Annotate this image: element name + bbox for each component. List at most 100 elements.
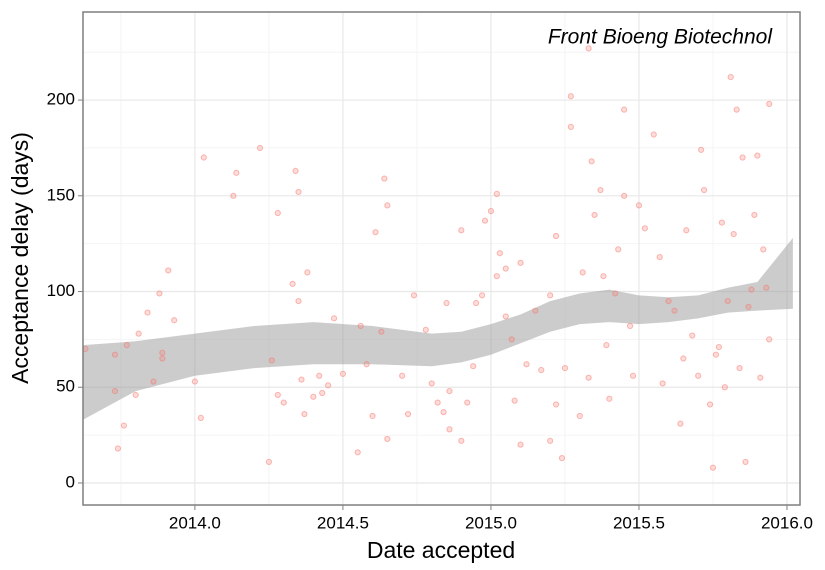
points-layer (82, 45, 773, 471)
point (748, 286, 755, 293)
point (700, 186, 708, 194)
x-axis-title: Date accepted (367, 537, 515, 563)
point (330, 315, 338, 322)
point (301, 410, 308, 418)
point (404, 410, 412, 418)
point (295, 188, 302, 196)
y-tick-label: 50 (56, 377, 75, 396)
point (150, 378, 157, 385)
point (165, 267, 172, 274)
point (547, 437, 554, 444)
point (641, 225, 648, 232)
x-tick-label: 2015.5 (613, 513, 665, 532)
point (265, 458, 273, 466)
point (742, 458, 749, 466)
point (763, 284, 770, 291)
x-tick-label: 2016.0 (761, 513, 813, 532)
point (621, 192, 628, 199)
point (191, 378, 199, 385)
point (695, 372, 702, 379)
point (274, 209, 281, 217)
point (363, 361, 370, 368)
point (656, 253, 663, 261)
annotation: Front Bioeng Biotechnol (548, 26, 773, 49)
point (585, 374, 592, 381)
point (481, 217, 489, 224)
point (369, 412, 376, 420)
point (280, 399, 287, 406)
point (733, 106, 740, 113)
plot-background (83, 12, 800, 505)
point (751, 211, 758, 219)
point (478, 292, 486, 299)
point (428, 380, 435, 387)
point (600, 273, 607, 280)
point (621, 106, 628, 113)
point (739, 154, 746, 161)
point (399, 372, 406, 379)
point (295, 297, 302, 305)
axes: 2014.0 2014.5 2015.0 2015.5 2016.0 0 50 100 150 2… (47, 90, 813, 533)
point (458, 437, 465, 444)
point (517, 441, 524, 448)
point (671, 307, 678, 314)
point (523, 361, 530, 368)
point (372, 229, 379, 236)
point (709, 464, 717, 471)
point (558, 454, 566, 462)
point (629, 372, 637, 379)
point (712, 351, 720, 358)
point (588, 158, 595, 165)
point (384, 202, 391, 209)
point (579, 269, 586, 276)
point (736, 365, 743, 372)
point (120, 422, 127, 429)
point (473, 299, 480, 307)
point (298, 376, 305, 383)
point (576, 412, 583, 420)
point (144, 309, 151, 316)
point (718, 219, 725, 226)
point (123, 342, 130, 349)
point (159, 355, 166, 362)
point (603, 342, 610, 349)
point (114, 445, 122, 452)
point (745, 303, 752, 310)
point (135, 330, 142, 337)
point (197, 414, 204, 421)
point (659, 380, 666, 387)
point (757, 374, 764, 381)
x-tick-label: 2014.5 (317, 513, 369, 532)
plot-border (82, 11, 801, 506)
point (502, 313, 509, 320)
point (381, 175, 388, 182)
point (422, 326, 429, 333)
point (292, 167, 299, 175)
point (111, 351, 119, 358)
point (650, 131, 657, 138)
point (552, 401, 560, 408)
point (384, 435, 391, 443)
y-tick-label: 100 (47, 281, 75, 300)
point (612, 290, 619, 297)
point (585, 45, 592, 52)
point (698, 146, 705, 153)
point (766, 100, 773, 107)
point (724, 297, 731, 305)
point (517, 259, 524, 266)
point (446, 387, 453, 395)
point (706, 401, 714, 408)
point (615, 246, 622, 253)
point (339, 370, 347, 377)
point (721, 384, 728, 391)
point (493, 273, 500, 280)
point (561, 365, 569, 372)
point (683, 227, 690, 234)
point (677, 420, 684, 427)
grid (83, 12, 800, 505)
point (316, 372, 323, 379)
point (487, 208, 495, 215)
point (443, 299, 450, 307)
point (304, 269, 311, 276)
